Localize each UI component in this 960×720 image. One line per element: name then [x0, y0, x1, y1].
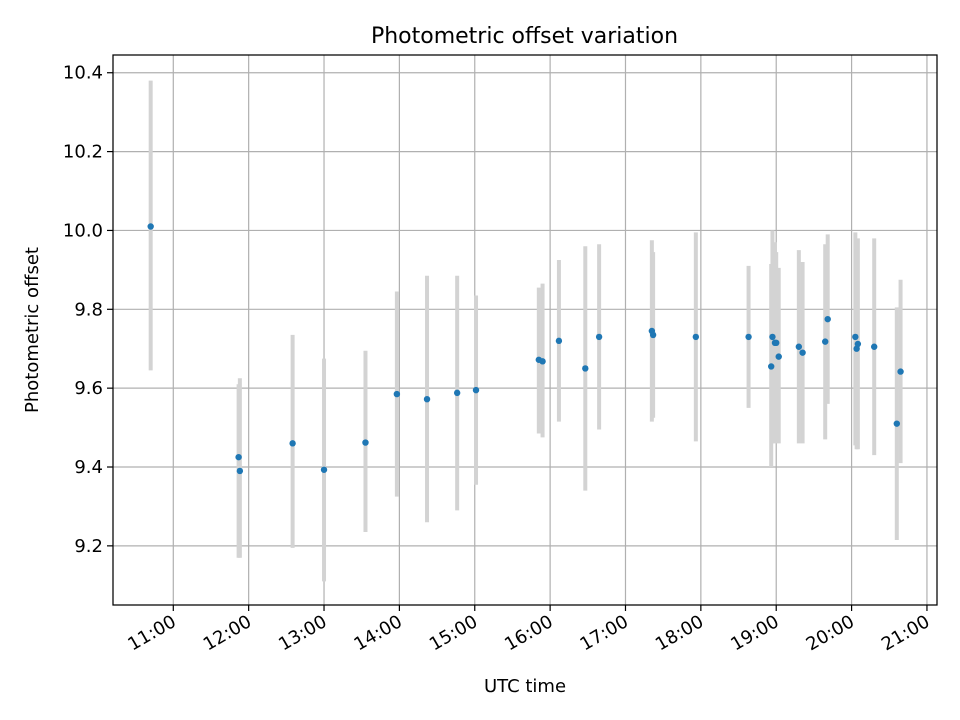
data-point: [799, 349, 806, 356]
data-point: [852, 333, 859, 341]
data-point: [289, 440, 296, 447]
y-axis-label: Photometric offset: [22, 247, 43, 413]
data-point: [147, 223, 154, 230]
data-point: [775, 353, 782, 360]
data-point: [767, 363, 775, 370]
data-point: [745, 333, 752, 341]
x-axis-label: UTC time: [484, 676, 566, 697]
data-point: [692, 333, 700, 341]
y-tick-label: 9.8: [74, 299, 103, 320]
y-tick-label: 10.2: [63, 142, 103, 163]
y-tick-label: 9.6: [74, 378, 103, 399]
data-point: [235, 453, 242, 461]
data-point: [795, 343, 803, 350]
data-point: [236, 467, 244, 475]
data-point: [824, 315, 831, 323]
data-point: [773, 339, 780, 347]
data-points: [147, 223, 904, 475]
chart-title: Photometric offset variation: [371, 24, 678, 49]
data-point: [393, 390, 401, 398]
data-point: [582, 365, 589, 372]
data-point: [595, 333, 603, 341]
data-point: [472, 386, 480, 394]
y-tick-label: 10.4: [63, 63, 103, 84]
data-point: [555, 337, 563, 345]
data-point: [453, 389, 461, 397]
data-point: [854, 340, 862, 348]
data-point: [870, 343, 878, 350]
plot-frame: [112, 54, 938, 606]
data-point: [362, 439, 369, 446]
y-axis-ticks: 9.2 9.4 9.6 9.8 10.0 10.2 10.4: [63, 63, 113, 557]
y-tick-label: 9.4: [74, 457, 103, 478]
data-point: [539, 358, 546, 365]
data-point: [423, 395, 431, 403]
data-point: [649, 331, 657, 339]
data-point: [320, 466, 328, 473]
data-point: [769, 333, 776, 341]
data-point: [893, 420, 901, 427]
data-point: [897, 368, 904, 375]
data-point: [822, 338, 829, 345]
y-tick-label: 9.2: [74, 536, 103, 557]
y-tick-label: 10.0: [63, 220, 103, 241]
